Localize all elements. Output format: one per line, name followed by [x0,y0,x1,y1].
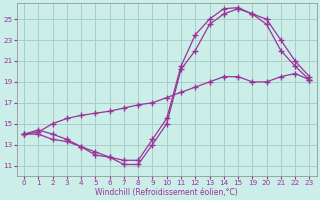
X-axis label: Windchill (Refroidissement éolien,°C): Windchill (Refroidissement éolien,°C) [95,188,238,197]
